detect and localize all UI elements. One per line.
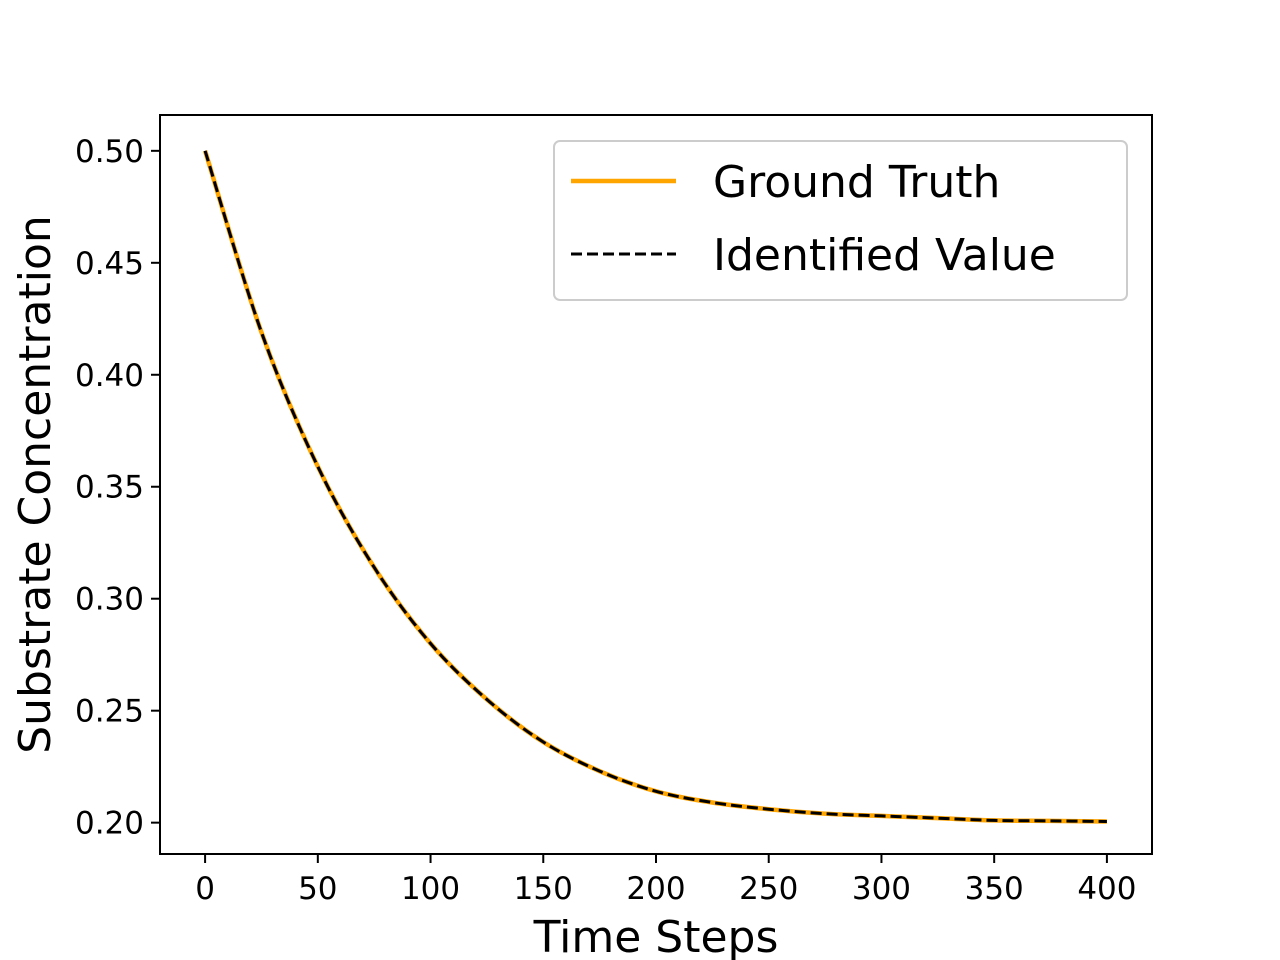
- x-tick-label: 150: [514, 871, 573, 907]
- y-tick-label: 0.45: [75, 246, 144, 282]
- x-tick-label: 400: [1077, 871, 1136, 907]
- y-axis-label: Substrate Concentration: [10, 215, 61, 754]
- y-tick-label: 0.20: [75, 806, 144, 842]
- x-tick-label: 50: [298, 871, 337, 907]
- x-tick-label: 300: [852, 871, 911, 907]
- y-tick-label: 0.35: [75, 470, 144, 506]
- y-axis: 0.20 0.25 0.30 0.35 0.40 0.45 0.50: [75, 134, 160, 842]
- x-axis: 0 50 100 150 200 250 300 350 400: [195, 854, 1136, 907]
- legend-label-1: Ground Truth: [713, 157, 1000, 208]
- legend-label-2: Identified Value: [713, 230, 1056, 281]
- y-tick-label: 0.25: [75, 694, 144, 730]
- series-line-2: [203, 150, 1107, 824]
- x-tick-label: 250: [739, 871, 798, 907]
- y-tick-label: 0.40: [75, 358, 144, 394]
- y-tick-label: 0.30: [75, 582, 144, 618]
- y-tick-label: 0.50: [75, 134, 144, 170]
- x-axis-label: Time Steps: [533, 912, 779, 960]
- x-tick-label: 200: [626, 871, 685, 907]
- legend: Ground Truth Identified Value: [553, 140, 1128, 301]
- x-tick-label: 0: [195, 871, 215, 907]
- legend-box: [553, 140, 1128, 301]
- series-layer: [202, 150, 1107, 824]
- x-tick-label: 350: [965, 871, 1024, 907]
- x-tick-label: 100: [401, 871, 460, 907]
